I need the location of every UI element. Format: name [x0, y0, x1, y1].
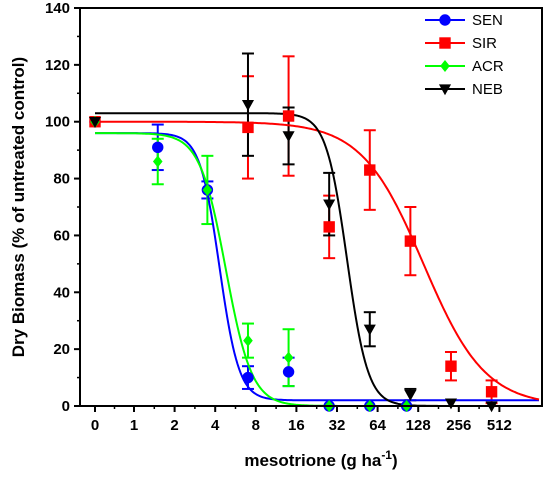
x-tick-label: 256 — [446, 417, 471, 434]
point-neb — [363, 324, 376, 336]
point-neb — [88, 117, 102, 128]
x-tick-label: 64 — [369, 417, 386, 434]
x-tick-label: 512 — [487, 417, 512, 434]
x-tick-label: 2 — [170, 417, 178, 434]
fit-curve-neb — [95, 112, 539, 407]
point-sir — [242, 121, 254, 134]
point-acr — [202, 183, 213, 196]
y-tick-label: 80 — [53, 171, 70, 188]
point-neb — [404, 389, 417, 401]
fit-curve-acr — [95, 132, 539, 407]
point-sir — [364, 164, 376, 176]
point-neb — [323, 199, 336, 211]
legend-marker-sir — [439, 37, 451, 49]
fit-curve-sir — [95, 120, 540, 401]
x-axis-ticks: 0 1 2 4 8 16 32 64 128 256 512 — [91, 406, 512, 434]
x-tick-label: 4 — [211, 417, 220, 434]
legend-marker-acr — [440, 59, 450, 73]
legend-label-sen: SEN — [472, 12, 503, 29]
x-tick-label: 8 — [252, 417, 260, 434]
legend: SEN SIR ACR NEB — [425, 12, 504, 98]
y-axis-title: Dry Biomass (% of untreated control) — [9, 57, 28, 357]
legend-label-neb: NEB — [472, 81, 503, 98]
point-acr — [283, 351, 294, 364]
y-tick-label: 100 — [45, 114, 70, 131]
point-sir — [282, 110, 295, 122]
point-sir — [323, 221, 335, 233]
legend-marker-neb — [438, 84, 452, 96]
legend-marker-sen — [439, 14, 451, 26]
point-sen — [242, 371, 254, 384]
x-tick-label: 32 — [329, 417, 346, 434]
x-tick-label: 0 — [91, 417, 99, 434]
y-tick-label: 60 — [53, 227, 70, 244]
point-acr — [152, 155, 163, 168]
point-neb — [241, 99, 255, 111]
point-acr — [243, 334, 253, 347]
point-sen — [282, 366, 295, 378]
y-tick-label: 40 — [53, 284, 70, 301]
point-neb — [444, 398, 458, 410]
y-tick-label: 0 — [62, 398, 70, 415]
y-tick-label: 140 — [45, 0, 70, 17]
fit-curve-sen — [95, 132, 539, 402]
y-tick-label: 120 — [45, 57, 70, 74]
point-sen — [152, 141, 164, 154]
y-tick-label: 20 — [53, 341, 70, 358]
point-sir — [445, 360, 457, 372]
data-points — [88, 99, 498, 413]
x-tick-label: 16 — [288, 417, 305, 434]
legend-label-sir: SIR — [472, 35, 497, 52]
x-tick-label: 1 — [130, 417, 138, 434]
fit-curves — [95, 112, 540, 407]
point-neb — [282, 131, 295, 143]
point-sir — [404, 235, 417, 247]
x-axis-title: mesotrione (g ha-1) — [244, 448, 397, 470]
x-tick-label: 128 — [406, 417, 431, 434]
point-sir — [485, 386, 498, 398]
legend-label-acr: ACR — [472, 58, 504, 75]
y-axis-ticks: 0 20 40 60 80 100 120 140 — [45, 0, 80, 415]
